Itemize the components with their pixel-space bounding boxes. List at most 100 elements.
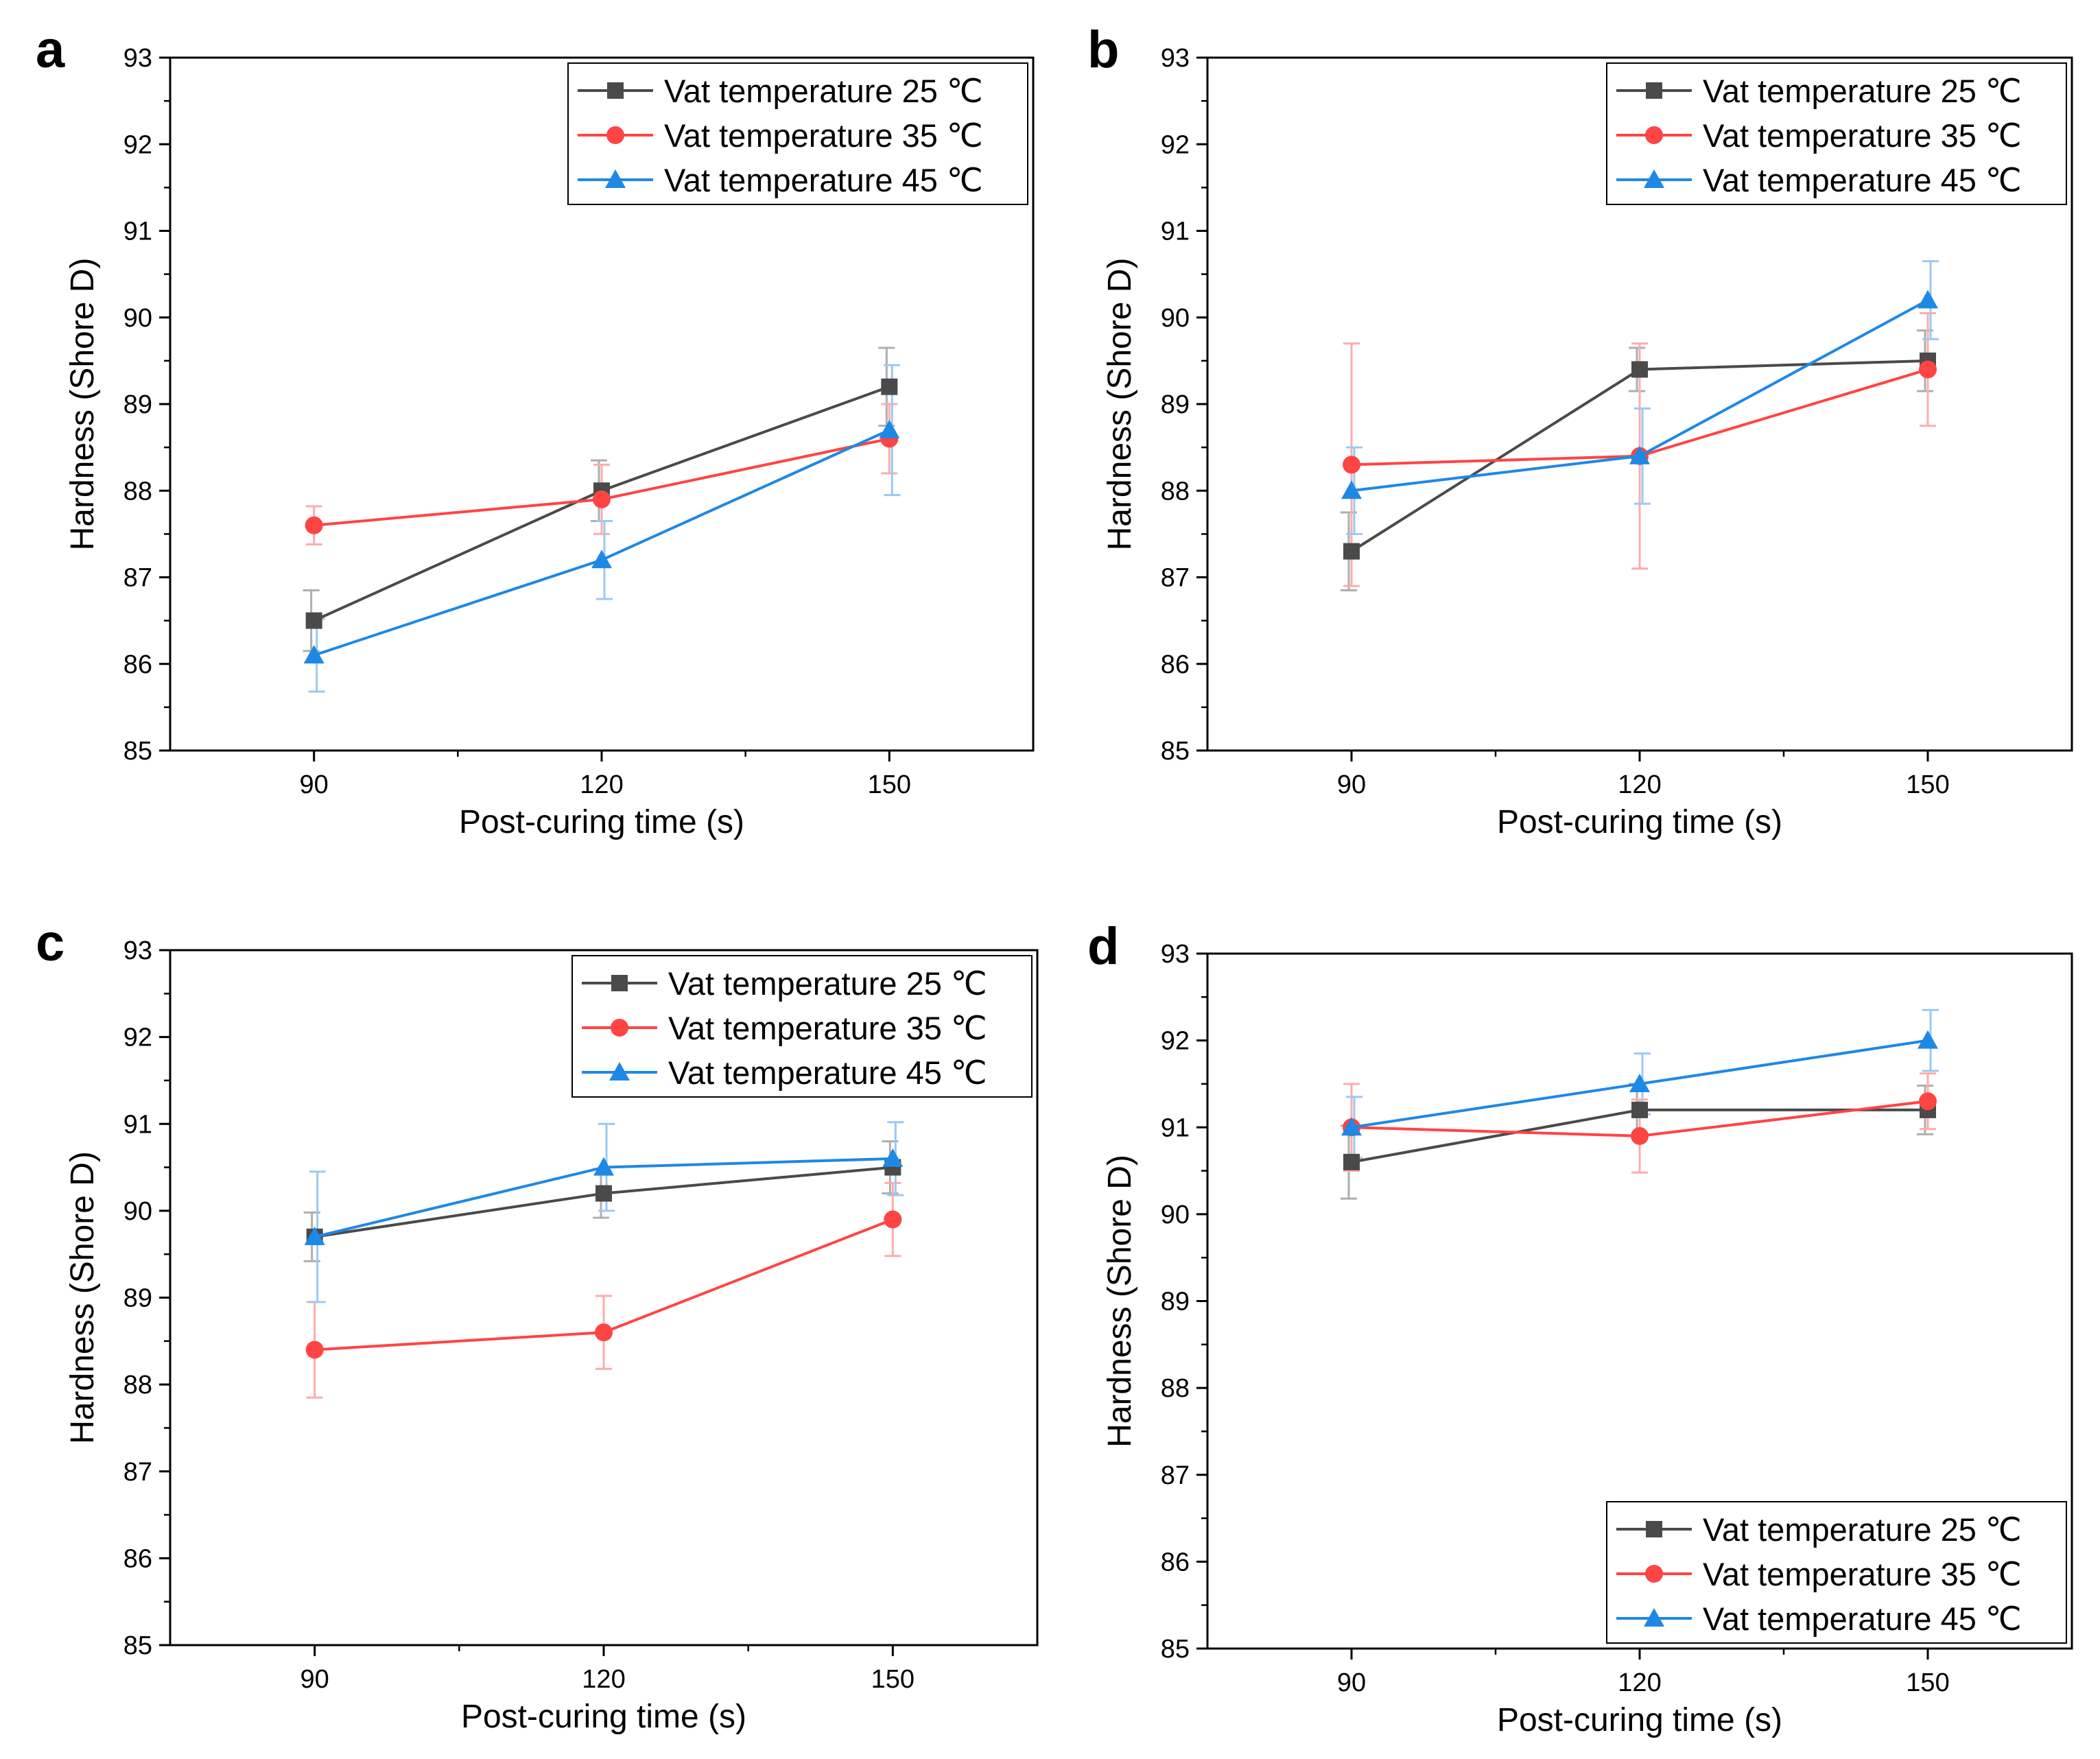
x-tick-label: 90 [1337, 770, 1366, 799]
data-point [593, 1157, 614, 1176]
y-tick-label: 87 [123, 564, 152, 593]
y-tick-label: 91 [1161, 217, 1190, 246]
legend-marker [1645, 1565, 1663, 1583]
data-point [591, 550, 612, 569]
data-point [304, 1226, 325, 1245]
legend-label: Vat temperature 25 ℃ [668, 965, 987, 1002]
legend-marker [1644, 169, 1664, 188]
data-point [1631, 1126, 1649, 1145]
y-tick-label: 86 [123, 1544, 152, 1573]
y-tick-label: 91 [123, 217, 152, 246]
panel-letter: c [36, 914, 64, 972]
chart-panel-c: c 85 86 87 88 89 90 91 92 93 90 120 150 Post-curing t… [36, 914, 1039, 1735]
x-tick-label: 120 [582, 1665, 625, 1694]
legend-label: Vat temperature 35 ℃ [1703, 1556, 2022, 1592]
y-tick-label: 92 [123, 1024, 152, 1052]
data-point [1918, 290, 1938, 309]
data-point [1919, 360, 1937, 379]
x-axis-title: Post-curing time (s) [459, 804, 744, 840]
x-tick-label: 120 [580, 770, 623, 799]
y-tick-label: 89 [123, 1284, 152, 1313]
y-tick-label: 89 [123, 390, 152, 419]
y-tick-label: 89 [1161, 1288, 1190, 1317]
y-tick-label: 85 [1161, 1635, 1190, 1664]
y-tick-label: 90 [1161, 1201, 1190, 1229]
y-tick-label: 86 [123, 650, 152, 679]
y-tick-label: 92 [123, 130, 152, 159]
data-point [305, 516, 323, 534]
x-tick-label: 150 [1906, 1668, 1949, 1697]
legend-label: Vat temperature 45 ℃ [1703, 1601, 2022, 1637]
data-point [1919, 1092, 1937, 1111]
data-point [303, 645, 325, 664]
data-point [1343, 1153, 1360, 1170]
series-line [314, 1166, 893, 1238]
data-point [882, 1148, 904, 1167]
y-tick-label: 91 [1161, 1113, 1190, 1142]
legend-label: Vat temperature 25 ℃ [1703, 73, 2022, 109]
chart-panel-a: a 85 86 87 88 89 90 91 92 93 90 120 150 Post-curing t… [36, 21, 1035, 840]
chart-panel-d: d 85 86 87 88 89 90 91 92 93 90 120 150 Post-curing t… [1087, 917, 2073, 1738]
x-tick-label: 120 [1618, 1668, 1661, 1697]
y-tick-label: 88 [1161, 477, 1190, 506]
y-tick-label: 87 [1161, 1461, 1190, 1490]
x-axis-title: Post-curing time (s) [1497, 804, 1782, 840]
y-tick-label: 89 [1161, 390, 1190, 419]
legend-label: Vat temperature 35 ℃ [664, 117, 983, 154]
x-tick-label: 90 [300, 1665, 329, 1694]
y-tick-label: 93 [1161, 940, 1190, 969]
y-tick-label: 88 [123, 1371, 152, 1400]
x-tick-label: 90 [1337, 1668, 1366, 1697]
y-tick-label: 91 [123, 1110, 152, 1139]
legend-marker [611, 1019, 628, 1037]
x-tick-label: 90 [300, 770, 329, 799]
y-tick-label: 88 [123, 477, 152, 506]
x-tick-label: 150 [868, 770, 911, 799]
x-axis-title: Post-curing time (s) [461, 1699, 746, 1735]
y-axis-title: Hardness (Shore D) [64, 258, 101, 551]
panel-letter: b [1087, 21, 1119, 79]
data-point [1918, 1030, 1938, 1049]
data-point [593, 490, 611, 508]
data-point [1629, 1073, 1650, 1092]
y-axis-title: Hardness (Shore D) [1102, 258, 1138, 551]
data-point [881, 378, 898, 395]
data-point [1631, 361, 1648, 378]
legend-marker [1644, 1608, 1664, 1627]
y-tick-label: 92 [1161, 130, 1190, 159]
data-point [595, 1323, 613, 1342]
legend-marker [605, 169, 626, 188]
data-point [884, 1210, 902, 1229]
x-tick-label: 150 [871, 1665, 915, 1694]
chart-panel-b: b 85 86 87 88 89 90 91 92 93 90 120 150 Post-curing t… [1087, 21, 2073, 840]
y-tick-label: 90 [123, 1197, 152, 1226]
data-point [305, 612, 322, 629]
data-point [879, 419, 900, 438]
y-tick-label: 90 [123, 304, 152, 333]
y-axis-title: Hardness (Shore D) [64, 1151, 101, 1444]
legend-marker [606, 126, 624, 144]
y-tick-label: 90 [1161, 304, 1190, 333]
legend-label: Vat temperature 25 ℃ [1703, 1511, 2022, 1548]
data-point [1631, 1101, 1648, 1118]
legend-label: Vat temperature 45 ℃ [668, 1054, 987, 1091]
x-tick-label: 120 [1618, 770, 1661, 799]
data-point [1341, 480, 1362, 499]
legend-marker [1646, 82, 1662, 99]
legend-label: Vat temperature 45 ℃ [1703, 162, 2022, 198]
legend-label: Vat temperature 35 ℃ [668, 1010, 987, 1046]
panel-letter: d [1087, 917, 1119, 976]
legend-marker [607, 82, 624, 99]
y-tick-label: 85 [123, 1631, 152, 1660]
y-tick-label: 92 [1161, 1027, 1190, 1056]
data-point [1343, 456, 1360, 474]
y-tick-label: 88 [1161, 1374, 1190, 1403]
legend-marker [1645, 126, 1663, 144]
legend-marker [1646, 1521, 1662, 1537]
legend-marker [611, 975, 628, 991]
y-tick-label: 87 [123, 1458, 152, 1487]
y-tick-label: 93 [123, 44, 152, 73]
legend-label: Vat temperature 35 ℃ [1703, 117, 2022, 154]
x-tick-label: 150 [1906, 770, 1949, 799]
